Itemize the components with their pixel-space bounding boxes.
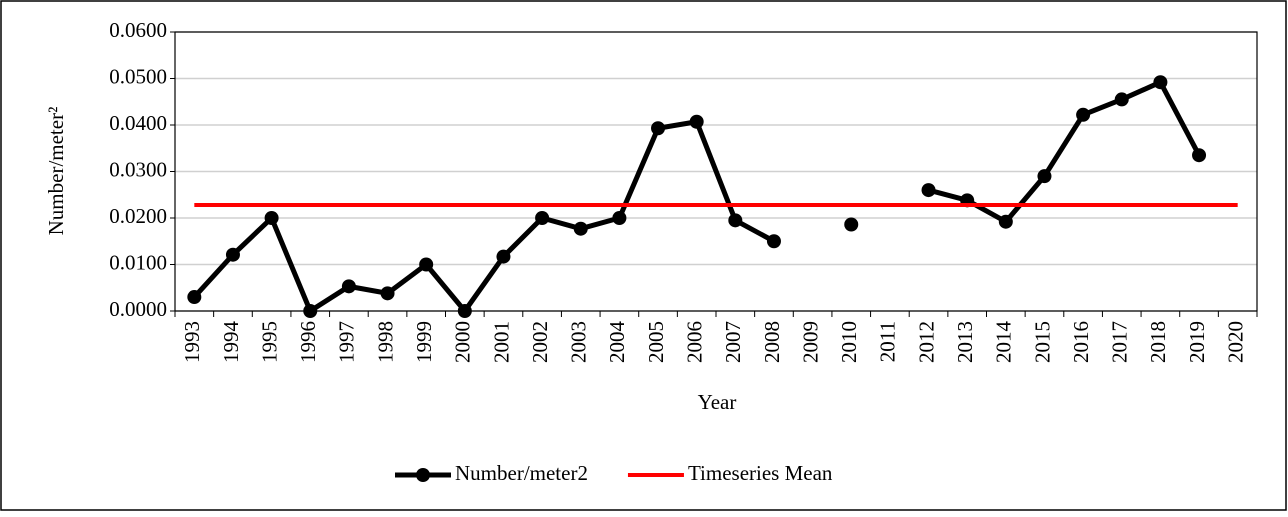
data-point <box>341 279 356 294</box>
x-tick-label: 1995 <box>257 321 281 363</box>
data-point <box>728 213 743 228</box>
x-tick-label: 1998 <box>373 321 397 363</box>
x-tick-label: 2003 <box>567 321 591 363</box>
y-tick-label: 0.0100 <box>109 250 167 274</box>
x-tick-label: 2001 <box>489 321 513 363</box>
data-point <box>535 211 550 225</box>
x-tick-label: 2019 <box>1185 321 1209 363</box>
data-point <box>419 257 434 272</box>
series-line <box>192 119 776 314</box>
x-tick-label: 1997 <box>335 321 359 363</box>
x-tick-label: 2013 <box>953 321 977 363</box>
data-point <box>496 249 511 264</box>
data-point <box>612 211 627 225</box>
data-point <box>1114 92 1129 107</box>
x-tick-label: 2015 <box>1030 321 1054 363</box>
x-tick-label: 2011 <box>876 321 900 362</box>
x-tick-label: 2016 <box>1069 321 1093 363</box>
legend-label: Timeseries Mean <box>688 461 833 485</box>
x-tick-label: 2009 <box>798 321 822 363</box>
x-tick-label: 2010 <box>837 321 861 363</box>
y-tick-label: 0.0500 <box>109 64 167 88</box>
x-tick-label: 1999 <box>412 321 436 363</box>
x-tick-label: 2000 <box>451 321 475 363</box>
data-point <box>689 114 704 129</box>
data-point <box>573 221 588 236</box>
data-point <box>380 286 395 301</box>
data-point <box>457 304 472 318</box>
data-point <box>766 234 781 249</box>
x-tick-label: 2008 <box>760 321 784 363</box>
legend-label: Number/meter2 <box>455 461 588 485</box>
x-tick-label: 2017 <box>1108 321 1132 363</box>
y-tick-label: 0.0600 <box>109 18 167 42</box>
data-point <box>921 183 936 198</box>
data-point <box>1037 169 1052 184</box>
x-tick-label: 2020 <box>1223 321 1247 363</box>
data-point <box>1153 75 1168 90</box>
x-tick-label: 1993 <box>180 321 204 363</box>
data-point <box>187 290 202 305</box>
x-tick-label: 2012 <box>914 321 938 363</box>
data-point <box>998 214 1013 229</box>
x-tick-label: 1994 <box>219 321 243 364</box>
x-tick-label: 2005 <box>644 321 668 363</box>
legend-marker <box>416 468 430 482</box>
x-tick-label: 2004 <box>605 321 629 364</box>
y-tick-label: 0.0300 <box>109 157 167 181</box>
x-tick-label: 2002 <box>528 321 552 363</box>
y-axis-title: Number/meter² <box>44 107 68 236</box>
data-point <box>303 304 318 318</box>
data-point <box>1192 148 1207 163</box>
data-point <box>1076 107 1091 122</box>
x-axis-title: Year <box>698 390 737 414</box>
x-tick-label: 2014 <box>992 321 1016 364</box>
x-tick-label: 1996 <box>296 321 320 363</box>
x-tick-label: 2018 <box>1146 321 1170 363</box>
x-tick-label: 2007 <box>721 321 745 363</box>
x-tick-label: 2006 <box>682 321 706 363</box>
y-tick-label: 0.0200 <box>109 204 167 228</box>
data-point <box>651 121 666 136</box>
y-tick-label: 0.0400 <box>109 111 167 135</box>
data-point <box>264 211 279 225</box>
data-point <box>225 247 240 262</box>
y-tick-label: 0.0000 <box>109 297 167 321</box>
data-point <box>844 217 859 232</box>
